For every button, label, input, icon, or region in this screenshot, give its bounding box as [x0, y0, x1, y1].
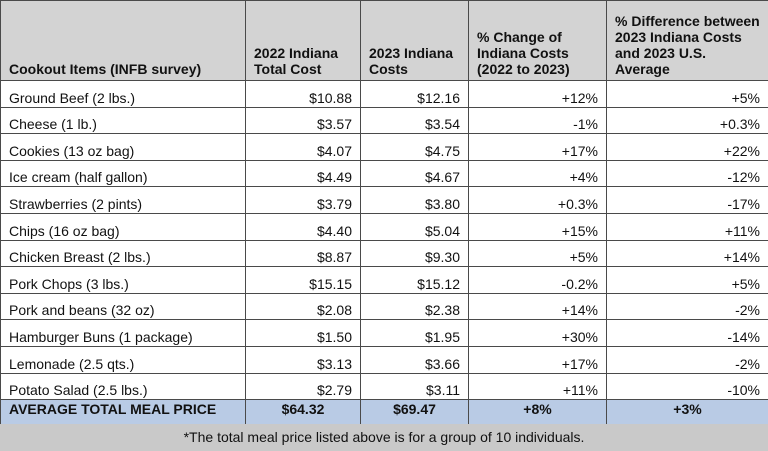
value-cell: $9.30: [360, 239, 469, 268]
value-cell: $15.12: [360, 266, 469, 294]
item-cell: Lemonade (2.5 qts.): [0, 345, 246, 374]
item-cell: Ice cream (half gallon): [0, 159, 246, 188]
header-cell: Cookout Items (INFB survey): [0, 0, 246, 81]
value-cell: $2.79: [245, 372, 361, 401]
value-cell: +12%: [468, 80, 607, 108]
value-cell: $8.87: [245, 239, 361, 268]
value-cell: +17%: [468, 133, 607, 161]
table-row: Pork and beans (32 oz) $2.08 $2.38 +14% -2%: [0, 292, 768, 321]
value-cell: $3.79: [245, 186, 361, 214]
item-cell: Strawberries (2 pints): [0, 186, 246, 214]
value-cell: $4.07: [245, 133, 361, 161]
table-row: Chicken Breast (2 lbs.) $8.87 $9.30 +5% +14%: [0, 239, 768, 268]
value-cell: +15%: [468, 212, 607, 241]
item-cell: Chips (16 oz bag): [0, 212, 246, 241]
value-cell: $4.75: [360, 133, 469, 161]
value-cell: +14%: [468, 292, 607, 321]
value-cell: $4.40: [245, 212, 361, 241]
value-cell: +30%: [468, 319, 607, 347]
value-cell: +0.3%: [606, 106, 768, 135]
value-cell: $3.54: [360, 106, 469, 135]
value-cell: -12%: [606, 159, 768, 188]
value-cell: $10.88: [245, 80, 361, 108]
value-cell: $3.13: [245, 345, 361, 374]
value-cell: $4.67: [360, 159, 469, 188]
header-cell: 2023 Indiana Costs: [360, 0, 469, 81]
header-cell: % Change of Indiana Costs (2022 to 2023): [468, 0, 607, 81]
item-cell: Hamburger Buns (1 package): [0, 319, 246, 347]
value-cell: +14%: [606, 239, 768, 268]
value-cell: +4%: [468, 159, 607, 188]
table-row: Ground Beef (2 lbs.) $10.88 $12.16 +12% +5%: [0, 80, 768, 108]
item-cell: Pork and beans (32 oz): [0, 292, 246, 321]
table-row: Chips (16 oz bag) $4.40 $5.04 +15% +11%: [0, 212, 768, 241]
value-cell: $3.66: [360, 345, 469, 374]
table-row: Pork Chops (3 lbs.) $15.15 $15.12 -0.2% +5%: [0, 266, 768, 294]
header-row: Cookout Items (INFB survey) 2022 Indiana …: [0, 0, 768, 81]
value-cell: $1.95: [360, 319, 469, 347]
value-cell: -17%: [606, 186, 768, 214]
item-cell: Potato Salad (2.5 lbs.): [0, 372, 246, 401]
header-cell: 2022 Indiana Total Cost: [245, 0, 361, 81]
value-cell: -1%: [468, 106, 607, 135]
value-cell: -0.2%: [468, 266, 607, 294]
item-cell: Ground Beef (2 lbs.): [0, 80, 246, 108]
value-cell: $3.11: [360, 372, 469, 401]
value-cell: $3.57: [245, 106, 361, 135]
item-cell: Cheese (1 lb.): [0, 106, 246, 135]
value-cell: +11%: [606, 212, 768, 241]
table-row: Lemonade (2.5 qts.) $3.13 $3.66 +17% -2%: [0, 345, 768, 374]
value-cell: $5.04: [360, 212, 469, 241]
value-cell: -14%: [606, 319, 768, 347]
table-row: Cookies (13 oz bag) $4.07 $4.75 +17% +22%: [0, 133, 768, 161]
item-cell: Pork Chops (3 lbs.): [0, 266, 246, 294]
value-cell: -2%: [606, 345, 768, 374]
footnote: *The total meal price listed above is fo…: [0, 424, 768, 451]
table-row: Cheese (1 lb.) $3.57 $3.54 -1% +0.3%: [0, 106, 768, 135]
table-row: Ice cream (half gallon) $4.49 $4.67 +4% -12%: [0, 159, 768, 188]
value-cell: +5%: [468, 239, 607, 268]
value-cell: -2%: [606, 292, 768, 321]
header-cell: % Difference between 2023 Indiana Costs …: [606, 0, 768, 81]
value-cell: +0.3%: [468, 186, 607, 214]
table-row: Strawberries (2 pints) $3.79 $3.80 +0.3% -17…: [0, 186, 768, 214]
item-cell: Cookies (13 oz bag): [0, 133, 246, 161]
value-cell: +5%: [606, 80, 768, 108]
cost-table: Cookout Items (INFB survey) 2022 Indiana …: [0, 0, 768, 439]
value-cell: +22%: [606, 133, 768, 161]
table-row: Hamburger Buns (1 package) $1.50 $1.95 +30%…: [0, 319, 768, 347]
value-cell: $3.80: [360, 186, 469, 214]
value-cell: +11%: [468, 372, 607, 401]
value-cell: $15.15: [245, 266, 361, 294]
table-row: Potato Salad (2.5 lbs.) $2.79 $3.11 +11% -10…: [0, 372, 768, 401]
value-cell: $12.16: [360, 80, 469, 108]
value-cell: +5%: [606, 266, 768, 294]
value-cell: +17%: [468, 345, 607, 374]
value-cell: $2.38: [360, 292, 469, 321]
value-cell: $2.08: [245, 292, 361, 321]
value-cell: -10%: [606, 372, 768, 401]
value-cell: $4.49: [245, 159, 361, 188]
table-body: Ground Beef (2 lbs.) $10.88 $12.16 +12% +5% C…: [0, 80, 768, 439]
item-cell: Chicken Breast (2 lbs.): [0, 239, 246, 268]
value-cell: $1.50: [245, 319, 361, 347]
